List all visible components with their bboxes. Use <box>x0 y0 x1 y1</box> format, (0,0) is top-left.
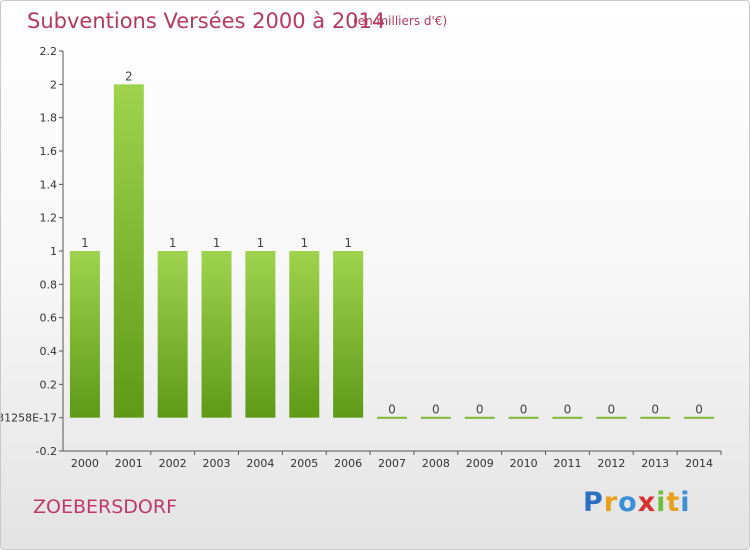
chart-title: Subventions Versées 2000 à 2014 <box>27 9 386 33</box>
data-label: 0 <box>695 403 703 417</box>
brand-letter: i <box>680 487 691 518</box>
data-label: 1 <box>344 236 352 250</box>
x-tick-label: 2010 <box>510 457 538 470</box>
commune-name: ZOEBERSDORF <box>33 496 177 518</box>
y-tick-label: -5.5511151231258E-17 <box>1 412 57 425</box>
bar <box>245 251 276 418</box>
x-tick-label: 2002 <box>159 457 187 470</box>
y-tick-label: 1.8 <box>40 112 58 125</box>
brand-letter: r <box>603 487 619 518</box>
x-tick-label: 2005 <box>290 457 318 470</box>
bar <box>69 251 100 418</box>
data-label: 2 <box>125 69 133 83</box>
x-tick-label: 2011 <box>553 457 581 470</box>
x-tick-label: 2006 <box>334 457 362 470</box>
data-label: 0 <box>608 403 616 417</box>
chart-subtitle: (en milliers d'€) <box>353 14 448 28</box>
brand-letter: P <box>583 487 604 518</box>
data-label: 0 <box>388 403 396 417</box>
x-tick-label: 2014 <box>685 457 713 470</box>
data-label: 1 <box>169 236 177 250</box>
y-tick-label: 2 <box>50 78 57 91</box>
bar-chart: -0.2 -5.5511151231258E-17 0.2 0.4 0.6 0.8 1 1.2… <box>1 45 722 470</box>
data-label: 0 <box>476 403 484 417</box>
y-tick-label: 0.2 <box>40 378 58 391</box>
data-label: 1 <box>213 236 221 250</box>
x-tick-label: 2008 <box>422 457 450 470</box>
bar <box>640 416 671 419</box>
x-tick-label: 2000 <box>71 457 99 470</box>
bar <box>420 416 451 419</box>
data-label: 1 <box>257 236 265 250</box>
brand-logo: Proxiti <box>583 487 691 518</box>
x-tick-label: 2009 <box>466 457 494 470</box>
bar <box>201 251 232 418</box>
y-tick-label: 0.4 <box>40 345 58 358</box>
bar <box>113 84 144 418</box>
bar <box>552 416 583 419</box>
bar <box>508 416 539 419</box>
brand-letter: i <box>656 487 667 518</box>
bar <box>596 416 627 419</box>
x-tick-label: 2004 <box>246 457 274 470</box>
y-tick-label: -0.2 <box>36 445 57 458</box>
bar <box>333 251 364 418</box>
x-tick-label: 2001 <box>115 457 143 470</box>
brand-letter: o <box>618 487 638 518</box>
bar <box>377 416 407 419</box>
x-tick-label: 2012 <box>597 457 625 470</box>
data-label: 1 <box>81 236 89 250</box>
x-tick-label: 2013 <box>641 457 669 470</box>
x-tick-label: 2007 <box>378 457 406 470</box>
bar <box>289 251 320 418</box>
data-label: 0 <box>432 403 440 417</box>
data-label: 0 <box>520 403 528 417</box>
bar <box>157 251 188 418</box>
y-tick-label: 0.8 <box>40 278 58 291</box>
bar <box>684 416 715 419</box>
y-tick-label: 0.6 <box>40 312 58 325</box>
y-tick-label: 1.6 <box>40 145 58 158</box>
x-tick-label: 2003 <box>203 457 231 470</box>
y-tick-label: 2.2 <box>40 45 58 58</box>
data-label: 0 <box>651 403 659 417</box>
y-tick-label: 1.4 <box>40 178 58 191</box>
brand-letter: x <box>637 487 657 518</box>
bar <box>464 416 495 419</box>
data-label: 0 <box>564 403 572 417</box>
data-label: 1 <box>300 236 308 250</box>
y-tick-label: 1.2 <box>40 212 58 225</box>
y-tick-label: 1 <box>50 245 57 258</box>
brand-letter: t <box>666 487 681 518</box>
